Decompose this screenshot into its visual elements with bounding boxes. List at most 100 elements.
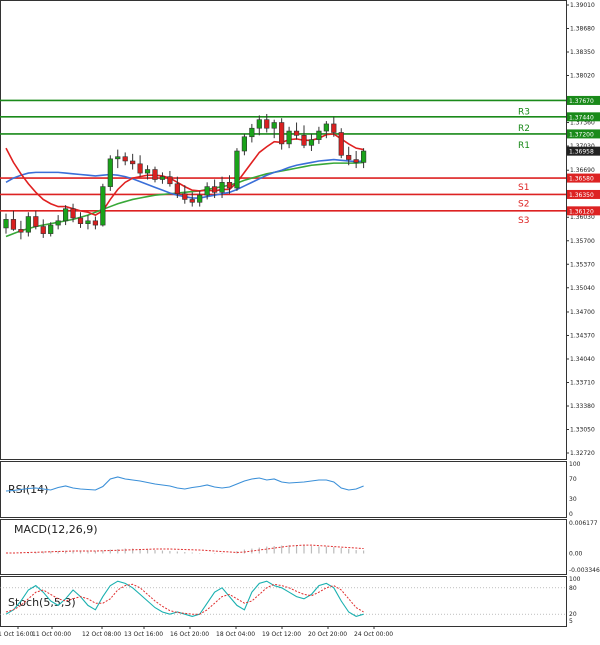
candle-body <box>55 220 61 226</box>
level-price-label-S3: 1.36120 <box>569 208 594 215</box>
candle-body <box>219 182 225 193</box>
panel-frame-stoch <box>0 576 567 627</box>
x-tick-label: 13 Oct 16:00 <box>124 631 163 638</box>
candle-body <box>346 154 352 160</box>
macd-title: MACD(12,26,9) <box>14 523 98 536</box>
y-tick-label: 1.36030 <box>570 214 595 221</box>
candle-body <box>197 194 203 203</box>
x-tick-label: 12 Oct 08:00 <box>82 631 121 638</box>
y-tick-label: 1.35700 <box>570 238 595 245</box>
level-price-box-R2 <box>567 112 600 122</box>
level-price-box-S2 <box>567 189 600 199</box>
rsi-tick-label: 70 <box>569 476 577 483</box>
y-tick-label: 1.38680 <box>570 26 595 33</box>
candle-body <box>241 136 248 152</box>
candle-body <box>85 220 91 224</box>
candle-body <box>137 163 143 174</box>
candle-body <box>174 183 180 195</box>
candle-body <box>130 160 136 165</box>
y-tick-label: 1.33050 <box>570 426 595 433</box>
candle-body <box>308 139 315 146</box>
candle-body <box>360 150 367 163</box>
macd-signal-line <box>6 544 364 554</box>
current-price-label: 1.36958 <box>569 149 594 156</box>
level-name-S1: S1 <box>518 183 529 193</box>
rsi-title: RSI(14) <box>8 483 48 496</box>
candle-body <box>100 186 106 226</box>
level-price-box-R3 <box>567 95 600 105</box>
candle-body <box>115 156 121 160</box>
y-tick-label: 1.39010 <box>570 2 595 9</box>
y-tick-label: 1.38350 <box>570 49 595 56</box>
y-tick-label: 1.34700 <box>570 309 595 316</box>
stoch-k-line <box>5 580 364 617</box>
candle-body <box>10 219 17 230</box>
candle-body <box>77 217 84 224</box>
candle-body <box>33 216 39 227</box>
level-name-S2: S2 <box>518 199 529 209</box>
level-name-R2: R2 <box>518 124 530 134</box>
macd-tick-label: 0.00 <box>569 550 583 557</box>
candle-body <box>48 224 54 234</box>
level-name-S3: S3 <box>518 216 529 226</box>
rsi-tick-label: 30 <box>569 496 577 503</box>
y-tick-label: 1.36690 <box>570 167 595 174</box>
y-tick-label: 1.34040 <box>570 356 595 363</box>
candle-body <box>70 208 76 219</box>
candle-body <box>182 193 188 200</box>
level-price-box-S3 <box>567 206 600 216</box>
stoch-tick-label: 5 <box>569 618 573 625</box>
y-tick-label: 1.33710 <box>570 379 595 386</box>
candle-body <box>256 119 262 129</box>
y-tick-label: 1.34370 <box>570 332 595 339</box>
current-price-box <box>567 146 600 156</box>
level-price-box-R1 <box>567 129 600 139</box>
level-price-label-S2: 1.36350 <box>569 192 594 199</box>
candle-body <box>62 208 69 222</box>
candle-body <box>249 127 255 138</box>
y-tick-label: 1.35370 <box>570 261 595 268</box>
candle-body <box>338 132 344 156</box>
level-price-label-R2: 1.37440 <box>569 114 594 121</box>
candle-body <box>323 123 329 132</box>
candle-body <box>152 169 158 180</box>
x-tick-label: 19 Oct 12:00 <box>262 631 301 638</box>
macd-tick-label: 0.006177 <box>569 520 598 527</box>
candle-body <box>279 122 285 145</box>
candle-body <box>92 220 98 226</box>
candle-body <box>226 182 233 189</box>
candle-body <box>122 156 128 162</box>
candle-body <box>3 219 9 229</box>
y-tick-label: 1.38020 <box>570 73 595 80</box>
level-price-label-R1: 1.37200 <box>569 131 594 138</box>
candle-body <box>286 130 292 145</box>
level-price-label-S1: 1.36580 <box>569 176 594 183</box>
candle-body <box>107 158 113 187</box>
candle-body <box>301 135 307 146</box>
panel-frame-macd <box>0 519 567 575</box>
panel-frame-main <box>0 0 567 460</box>
rsi-line <box>5 476 364 492</box>
candle-body <box>189 199 195 203</box>
x-tick-label: 16 Oct 20:00 <box>170 631 209 638</box>
panel-frame-rsi <box>0 461 567 518</box>
candle-body <box>144 169 151 174</box>
candle-body <box>353 159 359 163</box>
rsi-tick-label: 100 <box>569 461 581 468</box>
x-tick-label: 11 Oct 00:00 <box>32 631 71 638</box>
level-name-R3: R3 <box>518 107 530 117</box>
candle-body <box>234 150 240 189</box>
level-name-R1: R1 <box>518 141 530 151</box>
x-tick-label: 18 Oct 04:00 <box>216 631 255 638</box>
y-tick-label: 1.32720 <box>570 450 595 457</box>
candle-body <box>18 229 24 233</box>
y-tick-label: 1.37360 <box>570 120 595 127</box>
stoch-tick-label: 80 <box>569 585 577 592</box>
candle-body <box>271 122 277 129</box>
level-price-label-R3: 1.37670 <box>569 98 594 105</box>
candle-body <box>40 226 46 234</box>
candle-body <box>316 130 322 140</box>
stoch-title: Stoch(5,5,3) <box>8 596 76 609</box>
